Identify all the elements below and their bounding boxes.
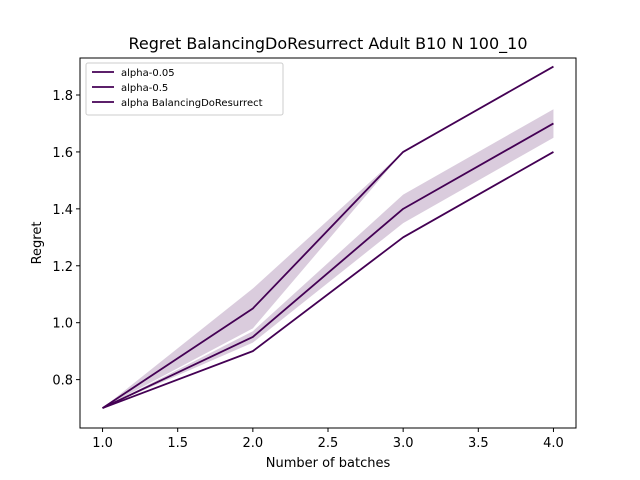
x-tick-label: 4.0 — [543, 436, 564, 451]
y-tick-label: 1.8 — [52, 89, 73, 104]
x-tick-label: 1.0 — [92, 436, 113, 451]
x-axis-title: Number of batches — [266, 456, 391, 471]
x-tick-label: 2.0 — [243, 436, 264, 451]
series-lines — [102, 65, 554, 409]
y-axis-ticks: 0.8 1.0 1.2 1.4 1.6 1.8 — [52, 89, 80, 389]
y-tick-label: 1.2 — [52, 260, 73, 275]
line-series-3 — [102, 151, 554, 409]
legend: alpha-0.05 alpha-0.5 alpha BalancingDoResu… — [85, 62, 284, 116]
y-tick-label: 1.4 — [52, 203, 73, 218]
band-series-1 — [102, 66, 554, 409]
x-tick-label: 3.5 — [468, 436, 489, 451]
chart-title: Regret BalancingDoResurrect Adult B10 N … — [128, 34, 527, 54]
line-series-2 — [102, 122, 554, 409]
x-tick-label: 1.5 — [167, 436, 188, 451]
y-axis-title: Regret — [30, 222, 45, 265]
x-tick-label: 3.0 — [393, 436, 414, 451]
legend-label-2: alpha-0.5 — [121, 83, 168, 94]
y-tick-label: 1.6 — [52, 146, 73, 161]
confidence-bands — [102, 66, 554, 409]
line-series-1 — [102, 65, 554, 409]
legend-box — [85, 62, 284, 116]
y-tick-label: 0.8 — [52, 374, 73, 389]
band-series-2 — [102, 109, 554, 409]
legend-label-1: alpha-0.05 — [121, 68, 175, 79]
legend-label-3: alpha BalancingDoResurrect — [121, 98, 263, 109]
y-tick-label: 1.0 — [52, 317, 73, 332]
x-tick-label: 2.5 — [318, 436, 339, 451]
x-axis-ticks: 1.0 1.5 2.0 2.5 3.0 3.5 4.0 — [92, 428, 564, 451]
